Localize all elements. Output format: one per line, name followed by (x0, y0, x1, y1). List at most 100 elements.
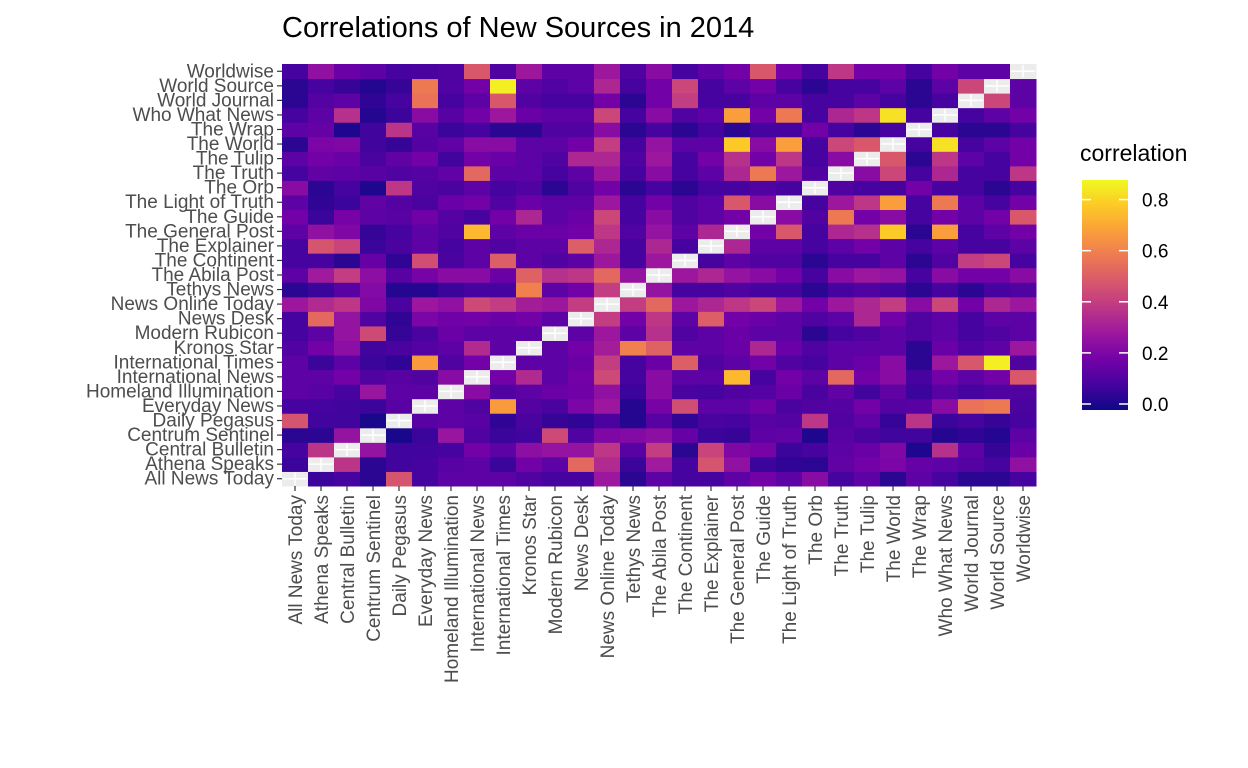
heatmap-cell (646, 209, 673, 225)
heatmap-cell (802, 384, 829, 400)
x-tick-label: The World (884, 495, 905, 582)
heatmap-cell (620, 209, 647, 225)
heatmap-cell (880, 311, 907, 327)
heatmap-cell (828, 64, 855, 80)
heatmap-cell (750, 64, 777, 80)
heatmap-cell (464, 93, 491, 109)
heatmap-cell (360, 136, 387, 152)
heatmap-cell (490, 471, 517, 487)
heatmap-cell (906, 471, 933, 487)
heatmap-cell (568, 122, 595, 138)
y-tick-label: The Tulip (196, 149, 274, 170)
heatmap-cell (646, 471, 673, 487)
heatmap-cell (854, 296, 881, 312)
heatmap-cell (386, 224, 413, 240)
heatmap-cell (334, 78, 361, 94)
heatmap-cell (854, 340, 881, 356)
heatmap-cell (594, 413, 621, 429)
heatmap-cell (542, 194, 569, 211)
heatmap-cell (776, 325, 803, 341)
heatmap-cell (1010, 296, 1037, 312)
heatmap-cell (698, 209, 725, 225)
heatmap-cell (724, 311, 751, 327)
heatmap-cell (568, 136, 595, 152)
heatmap-cell (620, 325, 647, 341)
heatmap-cell (828, 442, 855, 458)
heatmap-cell (360, 180, 387, 196)
heatmap-cell (490, 296, 517, 312)
heatmap-cell (724, 427, 751, 443)
heatmap-cell (360, 253, 387, 269)
heatmap-cell (308, 209, 335, 225)
heatmap-cell (568, 442, 595, 458)
heatmap-cell (360, 325, 387, 341)
heatmap-cell (308, 93, 335, 109)
heatmap-cell (412, 93, 439, 109)
heatmap-cell (308, 325, 335, 341)
heatmap-cell (360, 413, 387, 429)
heatmap-cell (828, 325, 855, 341)
heatmap-cell (698, 340, 725, 356)
heatmap-cell (594, 78, 621, 94)
heatmap-cell (282, 398, 309, 414)
heatmap-cell (438, 427, 465, 443)
heatmap-cell (906, 282, 933, 298)
heatmap-cell (334, 282, 361, 298)
heatmap-cell (672, 282, 699, 298)
heatmap-cell (828, 340, 855, 356)
heatmap-cell (438, 456, 465, 472)
heatmap-cell (308, 355, 335, 371)
heatmap-cell (464, 224, 491, 240)
heatmap-cell (334, 93, 361, 109)
heatmap-cell (698, 369, 725, 385)
heatmap-cell (672, 442, 699, 458)
heatmap-cell (282, 180, 309, 196)
heatmap-cell (880, 107, 907, 123)
heatmap-cell (880, 267, 907, 283)
heatmap-cell (360, 282, 387, 298)
heatmap-cell (906, 267, 933, 283)
heatmap-cell (464, 165, 491, 181)
heatmap-cell (854, 93, 881, 109)
y-tick-label: Daily Pegasus (153, 411, 274, 432)
y-tick-label: News Online Today (111, 294, 275, 315)
heatmap-cell (620, 442, 647, 458)
y-tick-label: All News Today (144, 469, 274, 490)
heatmap-cell (906, 311, 933, 327)
heatmap-cell (1010, 165, 1037, 181)
heatmap-cell (438, 238, 465, 254)
heatmap-cell (412, 253, 439, 269)
heatmap-cell (1010, 93, 1037, 109)
heatmap-cell (698, 253, 725, 269)
heatmap-cell (906, 64, 933, 80)
heatmap-cell (828, 238, 855, 254)
heatmap-cell (880, 456, 907, 472)
heatmap-cell (568, 427, 595, 443)
heatmap-cell (646, 296, 673, 312)
heatmap-cell (516, 325, 543, 341)
heatmap-cell (412, 325, 439, 341)
heatmap-cell (386, 325, 413, 341)
heatmap-cell (776, 93, 803, 109)
heatmap-cell (724, 253, 751, 269)
heatmap-cell (932, 122, 959, 138)
heatmap-cell (724, 413, 751, 429)
heatmap-cell (594, 442, 621, 458)
heatmap-cell (542, 224, 569, 240)
heatmap-cell (360, 238, 387, 254)
heatmap-cell (854, 355, 881, 371)
x-tick-label: The Explainer (702, 494, 723, 612)
heatmap-cell (750, 427, 777, 443)
heatmap-cell (958, 427, 985, 443)
heatmap-cell (1010, 427, 1037, 443)
heatmap-cell (776, 78, 803, 94)
heatmap-cell (620, 355, 647, 371)
heatmap-cell (672, 107, 699, 123)
heatmap-cell (386, 165, 413, 181)
heatmap-cell (516, 238, 543, 254)
heatmap-cell (594, 194, 621, 211)
heatmap-cell (984, 136, 1011, 152)
heatmap-cell (750, 122, 777, 138)
heatmap-cell (594, 384, 621, 400)
